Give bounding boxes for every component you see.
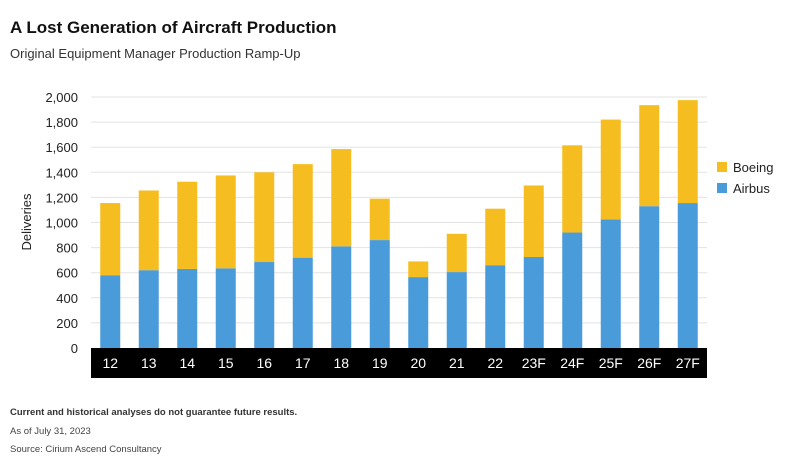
y-tick-label: 2,000	[45, 90, 78, 105]
y-tick-label: 0	[71, 341, 78, 356]
legend-label-airbus: Airbus	[733, 181, 770, 196]
bar-boeing-16	[254, 172, 275, 263]
x-tick-label: 18	[333, 355, 349, 371]
x-tick-label: 21	[449, 355, 465, 371]
y-tick-label: 1,800	[45, 115, 78, 130]
bar-airbus-22	[485, 265, 506, 348]
y-tick-label: 1,600	[45, 140, 78, 155]
y-tick-label: 1,400	[45, 165, 78, 180]
x-tick-label: 20	[410, 355, 426, 371]
as-of-date: As of July 31, 2023	[10, 426, 91, 437]
bar-airbus-19	[369, 240, 390, 348]
bar-boeing-13	[138, 190, 159, 271]
bar-airbus-12	[100, 275, 121, 348]
x-axis-band	[91, 348, 707, 378]
bar-boeing-14	[177, 181, 198, 269]
x-tick-label: 15	[218, 355, 234, 371]
x-tick-label: 13	[141, 355, 157, 371]
disclaimer-note: Current and historical analyses do not g…	[10, 407, 298, 418]
legend-swatch-boeing	[717, 162, 727, 172]
bar-boeing-12	[100, 203, 121, 276]
bar-airbus-15	[215, 268, 236, 348]
x-tick-label: 16	[256, 355, 272, 371]
bar-airbus-23F	[523, 257, 544, 348]
bar-boeing-18	[331, 149, 352, 247]
bar-boeing-27F	[677, 100, 698, 204]
y-tick-label: 800	[56, 241, 78, 256]
x-tick-label: 27F	[676, 355, 700, 371]
bar-boeing-20	[408, 261, 429, 278]
bar-airbus-17	[292, 257, 313, 348]
bar-boeing-15	[215, 175, 236, 269]
y-axis-ticks: 0 200 400 600 800 1,000 1,200 1,400 1,600 1,800 2,…	[45, 90, 78, 356]
bar-boeing-26F	[639, 105, 660, 207]
legend-swatch-airbus	[717, 183, 727, 193]
bar-boeing-23F	[523, 185, 544, 258]
bar-airbus-27F	[677, 203, 698, 348]
x-tick-label: 14	[179, 355, 195, 371]
bar-boeing-24F	[562, 145, 583, 233]
y-tick-label: 1,000	[45, 216, 78, 231]
bar-airbus-13	[138, 270, 159, 348]
y-tick-label: 200	[56, 316, 78, 331]
bar-airbus-18	[331, 246, 352, 348]
source-note: Source: Cirium Ascend Consultancy	[10, 444, 162, 455]
bar-boeing-21	[446, 233, 467, 273]
x-axis-ticks: 12 13 14 15 16 17 18 19 20 21 22 23F 24F 25F 26F 27F	[102, 355, 699, 371]
bar-boeing-19	[369, 198, 390, 241]
legend-label-boeing: Boeing	[733, 160, 773, 175]
bar-airbus-26F	[639, 206, 660, 348]
bars	[100, 100, 698, 348]
bar-airbus-25F	[600, 219, 621, 348]
x-tick-label: 17	[295, 355, 311, 371]
chart-subtitle: Original Equipment Manager Production Ra…	[10, 46, 301, 61]
x-tick-label: 24F	[560, 355, 584, 371]
bar-boeing-25F	[600, 119, 621, 220]
bar-airbus-16	[254, 262, 275, 348]
x-tick-label: 12	[102, 355, 118, 371]
x-tick-label: 25F	[599, 355, 623, 371]
chart-title: A Lost Generation of Aircraft Production	[10, 18, 337, 37]
chart: 0 200 400 600 800 1,000 1,200 1,400 1,600 1,800 2,…	[19, 90, 773, 378]
bar-airbus-24F	[562, 232, 583, 348]
bar-airbus-14	[177, 268, 198, 348]
legend: Boeing Airbus	[717, 160, 773, 196]
x-tick-label: 22	[487, 355, 503, 371]
bar-airbus-21	[446, 272, 467, 348]
x-tick-label: 23F	[522, 355, 546, 371]
x-tick-label: 19	[372, 355, 388, 371]
y-axis-label: Deliveries	[19, 193, 34, 251]
bar-boeing-22	[485, 208, 506, 266]
y-tick-label: 600	[56, 266, 78, 281]
x-tick-label: 26F	[637, 355, 661, 371]
y-tick-label: 400	[56, 291, 78, 306]
bar-boeing-17	[292, 164, 313, 258]
bar-airbus-20	[408, 277, 429, 348]
y-tick-label: 1,200	[45, 190, 78, 205]
